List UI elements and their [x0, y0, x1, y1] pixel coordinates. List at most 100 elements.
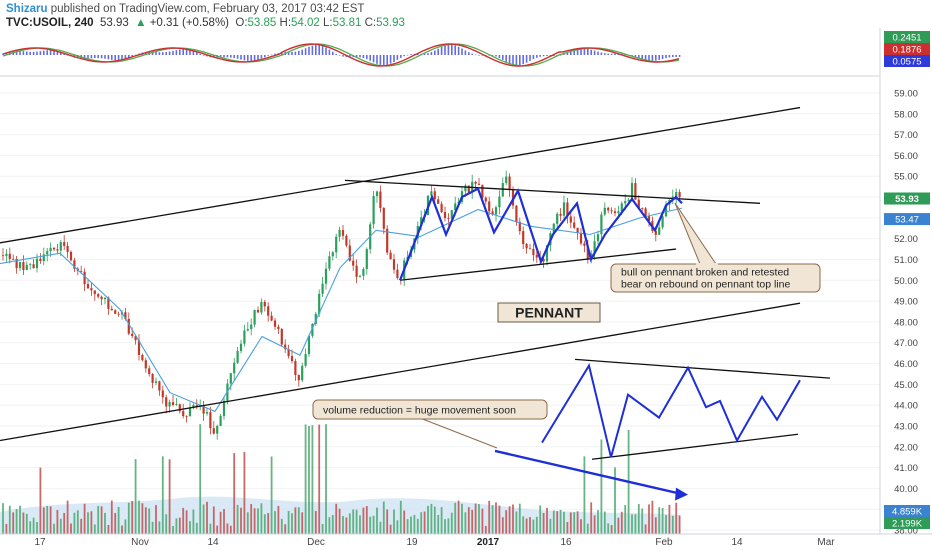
oscillator-bar — [301, 49, 303, 55]
candle-body — [12, 258, 15, 260]
oscillator-bar — [328, 49, 331, 55]
oscillator-bar — [60, 52, 62, 55]
oscillator-bar — [332, 51, 334, 55]
volume-bar — [379, 521, 382, 534]
price-tick-label: 48.00 — [894, 317, 918, 328]
oscillator-bar — [471, 53, 473, 55]
volume-bar — [342, 516, 344, 534]
volume-bar — [359, 515, 361, 534]
oscillator-bar — [434, 50, 436, 55]
schematic-pennant-zigzag[interactable] — [541, 363, 801, 458]
oscillator-bar — [468, 52, 470, 55]
volume-bar — [403, 510, 406, 534]
volume-bar — [508, 506, 511, 534]
oscillator-bar — [114, 55, 116, 61]
volume-bar — [637, 504, 640, 534]
candle-body — [178, 404, 181, 412]
time-label: 17 — [34, 537, 46, 548]
author-name[interactable]: Shizaru — [6, 3, 48, 15]
volume-bar — [335, 503, 338, 534]
candle-body — [545, 245, 549, 262]
volume-bar — [413, 514, 416, 534]
candle-body — [192, 405, 195, 409]
publish-info: published on TradingView.com, February 0… — [47, 3, 365, 15]
volume-bar — [396, 520, 399, 534]
oscillator-bar — [638, 55, 640, 59]
candle-body — [450, 210, 453, 219]
oscillator-bar — [539, 55, 541, 57]
oscillator-bar — [474, 54, 477, 56]
candle-body — [443, 211, 447, 219]
price-tick-label: 45.00 — [894, 380, 918, 391]
volume-bar — [654, 517, 657, 534]
candle-body — [617, 211, 620, 214]
oscillator-bar — [566, 52, 569, 55]
oscillator-bar — [134, 54, 137, 56]
price-tick-label: 50.00 — [894, 276, 918, 287]
volume-bar — [131, 501, 134, 534]
candle-body — [430, 191, 433, 196]
candle-body — [338, 230, 341, 237]
price-tick-label: 38.00 — [894, 526, 918, 537]
price-axis[interactable]: 59.0058.0057.0056.0055.0054.0053.0052.00… — [879, 28, 932, 537]
candle-body — [345, 235, 348, 246]
callout-top-line2: bear on rebound on pennant top line — [621, 279, 790, 291]
oscillator-bar — [587, 48, 589, 55]
volume-bar — [325, 424, 327, 534]
oscillator-bar — [270, 54, 273, 56]
callout-top[interactable]: bull on pennant broken and retested bear… — [610, 202, 821, 293]
volume-bar — [369, 516, 372, 534]
volume-bar — [287, 511, 290, 534]
oscillator-bar — [304, 48, 307, 55]
candle-body — [433, 191, 436, 200]
open-label: O: — [235, 17, 248, 29]
price-tick-label: 41.00 — [894, 463, 918, 474]
oscillator-bar — [525, 55, 528, 63]
volume-bar — [597, 510, 599, 534]
close-label: C: — [364, 17, 377, 29]
last-price-tag-text: 53.93 — [895, 194, 919, 205]
candle-body — [675, 192, 678, 197]
oscillator-bar — [274, 53, 276, 55]
volume-bar — [665, 515, 667, 534]
pennant-zigzag[interactable] — [398, 187, 683, 281]
candle-body — [151, 374, 154, 383]
oscillator-bar — [97, 55, 99, 59]
trendlines[interactable] — [0, 106, 831, 460]
trendline-channel-upper — [0, 106, 801, 244]
oscillator-bar — [570, 51, 572, 55]
symbol-label[interactable]: TVC:USOIL, 240 — [6, 17, 94, 29]
candle-body — [379, 191, 382, 208]
callout-bottom[interactable]: volume reduction = huge movement soon — [312, 399, 548, 449]
candle-body — [42, 254, 45, 262]
oscillator-bar — [427, 53, 429, 55]
volume-bar — [671, 515, 674, 534]
price-change: +0.31 (+0.58%) — [149, 17, 229, 29]
candle-body — [273, 320, 277, 327]
volume-tag-green-box — [884, 517, 930, 529]
volume-trend-arrow[interactable] — [494, 449, 688, 501]
candle-body — [29, 264, 32, 265]
candle-body — [603, 207, 606, 215]
volume-bar — [580, 519, 582, 534]
oscillator-bar — [600, 52, 603, 55]
volume-bar — [399, 500, 402, 534]
time-axis[interactable]: 17 Nov 14 Dec 19 2017 16 Feb 14 Mar — [0, 533, 932, 550]
oscillator-bar — [522, 55, 524, 65]
volume-bar — [529, 517, 531, 534]
main-pane[interactable]: PENNANT bull on pennant broken and retes… — [0, 92, 880, 534]
volume-bar — [593, 515, 596, 534]
candle-body — [440, 203, 443, 212]
volume-bar — [229, 525, 232, 534]
volume-bar — [447, 518, 450, 534]
pennant-label[interactable]: PENNANT — [497, 302, 601, 323]
oscillator-bar — [22, 51, 25, 55]
oscillator-bar — [396, 55, 399, 60]
candle-body — [661, 216, 664, 228]
volume-tag-blue-box — [884, 505, 930, 517]
candle-body — [175, 404, 178, 406]
candle-body — [246, 329, 249, 331]
volume-bar — [474, 503, 477, 534]
volume-tag-green-text: 2.199K — [892, 519, 923, 530]
